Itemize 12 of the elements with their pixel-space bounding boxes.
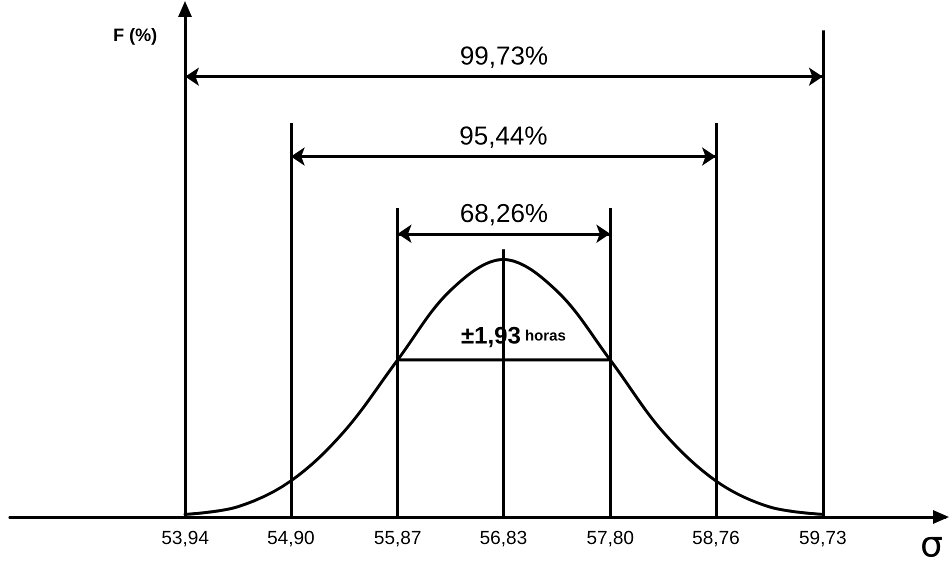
x-tick-label: 54,90 <box>267 528 315 549</box>
x-tick-label: 53,94 <box>161 528 210 549</box>
text: 68,26% <box>460 198 548 228</box>
x-tick-label: 58,76 <box>692 528 740 549</box>
x-axis-title: σ <box>920 524 943 566</box>
x-tick-label: 55,87 <box>374 528 422 549</box>
text: F (%) <box>113 24 158 45</box>
text: 99,73% <box>460 40 548 71</box>
x-tick-label: 56,83 <box>480 528 528 549</box>
text: 95,44% <box>459 120 548 150</box>
x-tick-label: 57,80 <box>586 528 634 549</box>
x-tick-label: 59,73 <box>798 528 847 549</box>
